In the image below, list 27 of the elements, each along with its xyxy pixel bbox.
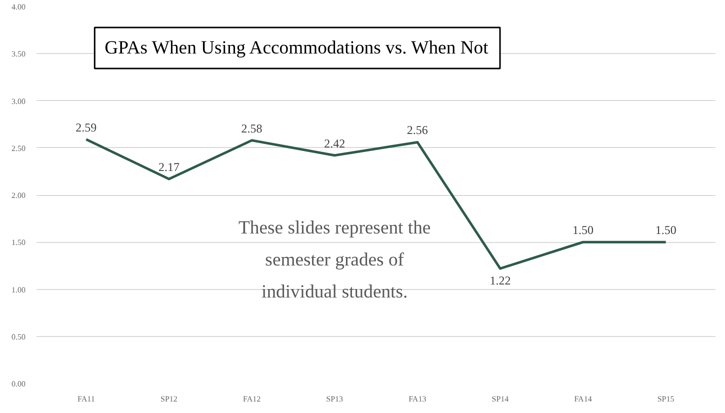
data-label: 2.58 — [241, 121, 262, 136]
data-label: 1.50 — [655, 223, 676, 238]
y-tick-label: 4.00 — [12, 2, 26, 12]
text: GPAs When Using Accommodations vs. When Not — [104, 37, 490, 58]
data-label: 2.56 — [406, 123, 428, 138]
annotation: These slides represent the semester grades of individual students. — [238, 217, 431, 303]
x-tick-label: SP12 — [160, 394, 178, 404]
y-tick-label: 2.00 — [12, 191, 26, 200]
data-label: 1.50 — [572, 223, 594, 238]
y-tick-label: 3.00 — [12, 96, 26, 106]
data-label: 2.59 — [76, 120, 97, 134]
data-label: 2.17 — [158, 160, 180, 174]
x-tick-label: FA14 — [574, 394, 592, 404]
x-tick-label: FA11 — [78, 394, 95, 404]
y-tick-label: 0.50 — [12, 332, 26, 342]
x-tick-label: FA12 — [242, 394, 261, 404]
y-tick-label: 0.00 — [12, 380, 26, 388]
x-tick-label: SP13 — [326, 394, 344, 404]
y-tick-label: 1.00 — [12, 285, 26, 294]
y-tick-label: 2.50 — [12, 144, 26, 153]
y-tick-label: 1.50 — [12, 238, 26, 248]
x-tick-label: FA13 — [408, 394, 426, 404]
x-tick-label: SP15 — [657, 394, 674, 404]
x-tick-label: SP14 — [492, 394, 509, 404]
y-tick-label: 3.50 — [12, 50, 26, 59]
data-label: 1.22 — [490, 274, 511, 288]
data-label: 2.42 — [324, 136, 346, 150]
